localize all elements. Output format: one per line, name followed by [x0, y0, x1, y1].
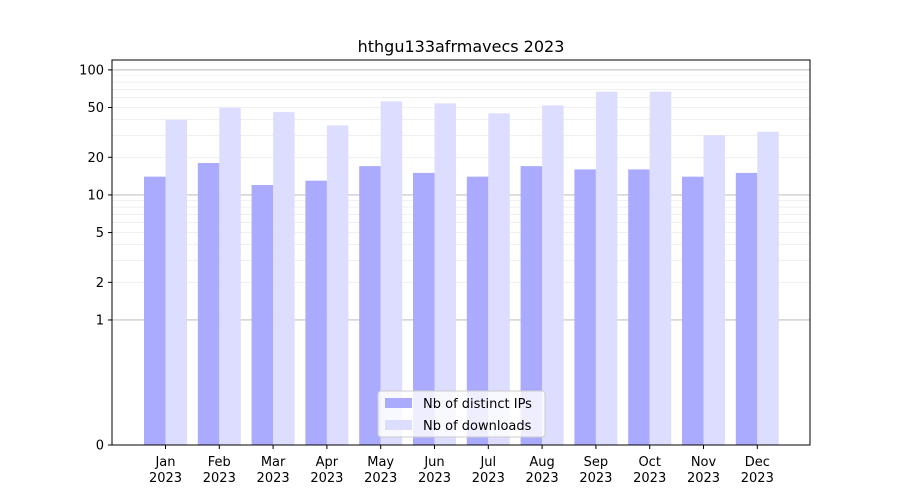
bar-downloads-5: [434, 103, 456, 446]
x-tick-label: Aug 2023: [526, 455, 559, 486]
bar-distinct-ips-8: [574, 169, 596, 445]
bar-distinct-ips-3: [305, 180, 327, 445]
axis-ticks: 0 1 2 5 10 20 50 100 Jan 2023 Feb 2023 Mar 2023 Apr 202…: [79, 63, 774, 486]
legend: Nb of distinct IPs Nb of downloads: [377, 390, 546, 438]
bar-distinct-ips-9: [628, 169, 650, 445]
bar-distinct-ips-11: [735, 172, 758, 445]
legend-label-ips: Nb of distinct IPs: [423, 397, 532, 412]
y-tick-label: 2: [96, 276, 104, 291]
bar-distinct-ips-10: [682, 176, 704, 445]
x-tick-label: Mar 2023: [257, 455, 290, 486]
y-tick-label: 20: [87, 151, 104, 166]
bar-distinct-ips-6: [466, 176, 489, 445]
bar-downloads-10: [703, 135, 725, 445]
legend-swatch-ips: [385, 398, 412, 408]
y-tick-label: 5: [96, 226, 104, 241]
x-tick-label: Jun 2023: [418, 455, 451, 486]
bar-distinct-ips-5: [413, 172, 435, 445]
y-tick-label: 0: [96, 439, 104, 454]
y-tick-label: 1: [96, 313, 104, 328]
y-tick-label: 10: [87, 188, 104, 203]
legend-label-downloads: Nb of downloads: [423, 419, 532, 434]
bar-distinct-ips-2: [251, 185, 274, 445]
bar-distinct-ips-0: [144, 176, 166, 445]
x-tick-label: May 2023: [364, 455, 397, 486]
x-tick-label: Oct 2023: [633, 455, 666, 486]
bar-distinct-ips-1: [197, 163, 220, 445]
bar-downloads-9: [649, 91, 672, 445]
x-tick-label: Nov 2023: [687, 455, 720, 486]
bar-downloads-6: [488, 113, 510, 445]
bars: [144, 91, 779, 446]
x-tick-label: Sep 2023: [579, 455, 612, 486]
bar-distinct-ips-7: [520, 166, 543, 445]
bar-downloads-2: [273, 112, 295, 445]
legend-swatch-downloads: [385, 420, 412, 430]
x-tick-label: Feb 2023: [203, 455, 236, 486]
bar-downloads-0: [165, 119, 187, 446]
bar-downloads-11: [757, 131, 779, 445]
x-tick-label: Jan 2023: [149, 455, 182, 486]
bar-downloads-8: [595, 91, 618, 445]
bar-downloads-4: [380, 101, 403, 445]
chart-title: hthgu133afrmavecs 2023: [358, 37, 565, 56]
x-tick-label: Apr 2023: [310, 455, 343, 486]
bar-downloads-7: [542, 105, 564, 446]
bar-downloads-1: [219, 107, 241, 446]
y-tick-label: 50: [87, 101, 104, 116]
x-tick-label: Dec 2023: [741, 455, 774, 486]
plot-frame: [111, 59, 811, 446]
y-tick-label: 100: [79, 63, 104, 78]
x-tick-label: Jul 2023: [472, 455, 505, 486]
bar-distinct-ips-4: [359, 166, 381, 445]
bar-downloads-3: [326, 125, 349, 445]
legend-box: [377, 390, 546, 438]
